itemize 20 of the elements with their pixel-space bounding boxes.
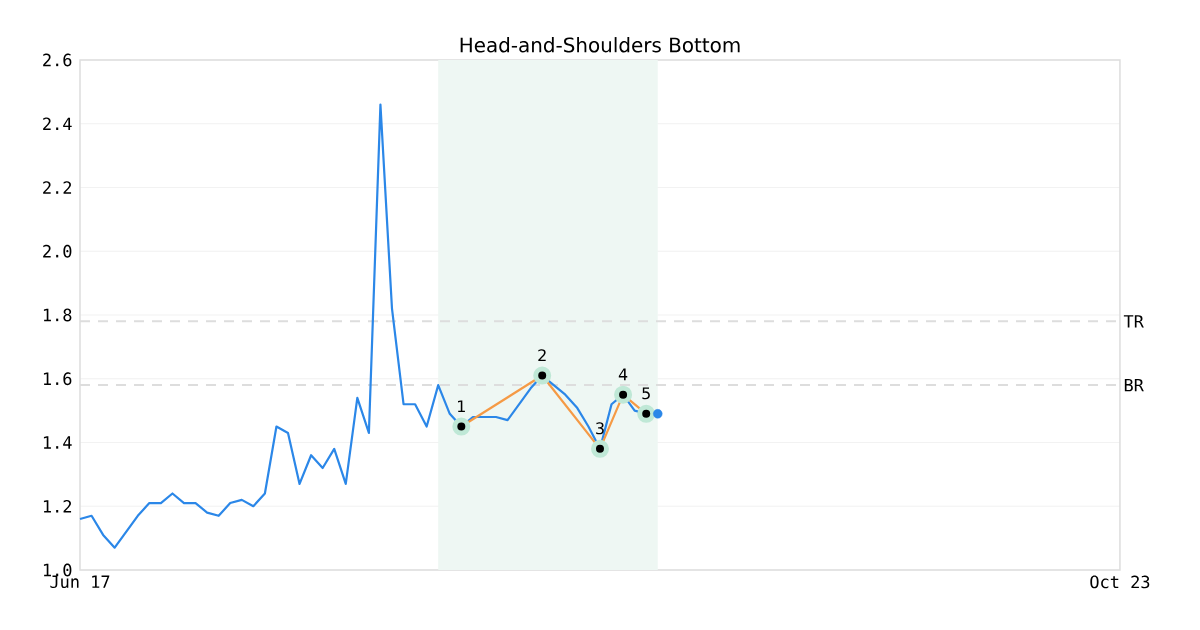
annotation: 5 (642, 387, 650, 400)
y-tick-label: 1.8 (43, 308, 72, 322)
annotation: 3 (596, 422, 604, 435)
annotation: 4 (618, 368, 628, 381)
y-tick-label: 1.4 (43, 436, 72, 449)
y-tick-label: 1.6 (43, 372, 72, 386)
x-tick-label: Oct 23 (1090, 575, 1150, 589)
x-tick-label: Jun 17 (50, 575, 110, 589)
y-tick-label: 2.0 (43, 244, 72, 258)
ref-line-label: TR (1123, 315, 1144, 328)
y-tick-label: 1.0 (43, 563, 72, 577)
y-tick-label: 2.6 (43, 53, 72, 67)
chart-title: Head-and-Shoulders Bottom (460, 37, 740, 53)
annotation: 1 (458, 400, 465, 413)
y-tick-label: 1.2 (43, 499, 72, 513)
annotation: 2 (538, 349, 546, 362)
point (653, 409, 663, 419)
y-tick-label: 2.4 (43, 117, 72, 131)
ref-line-label: BR (1124, 378, 1144, 392)
y-tick-label: 2.2 (43, 181, 72, 194)
